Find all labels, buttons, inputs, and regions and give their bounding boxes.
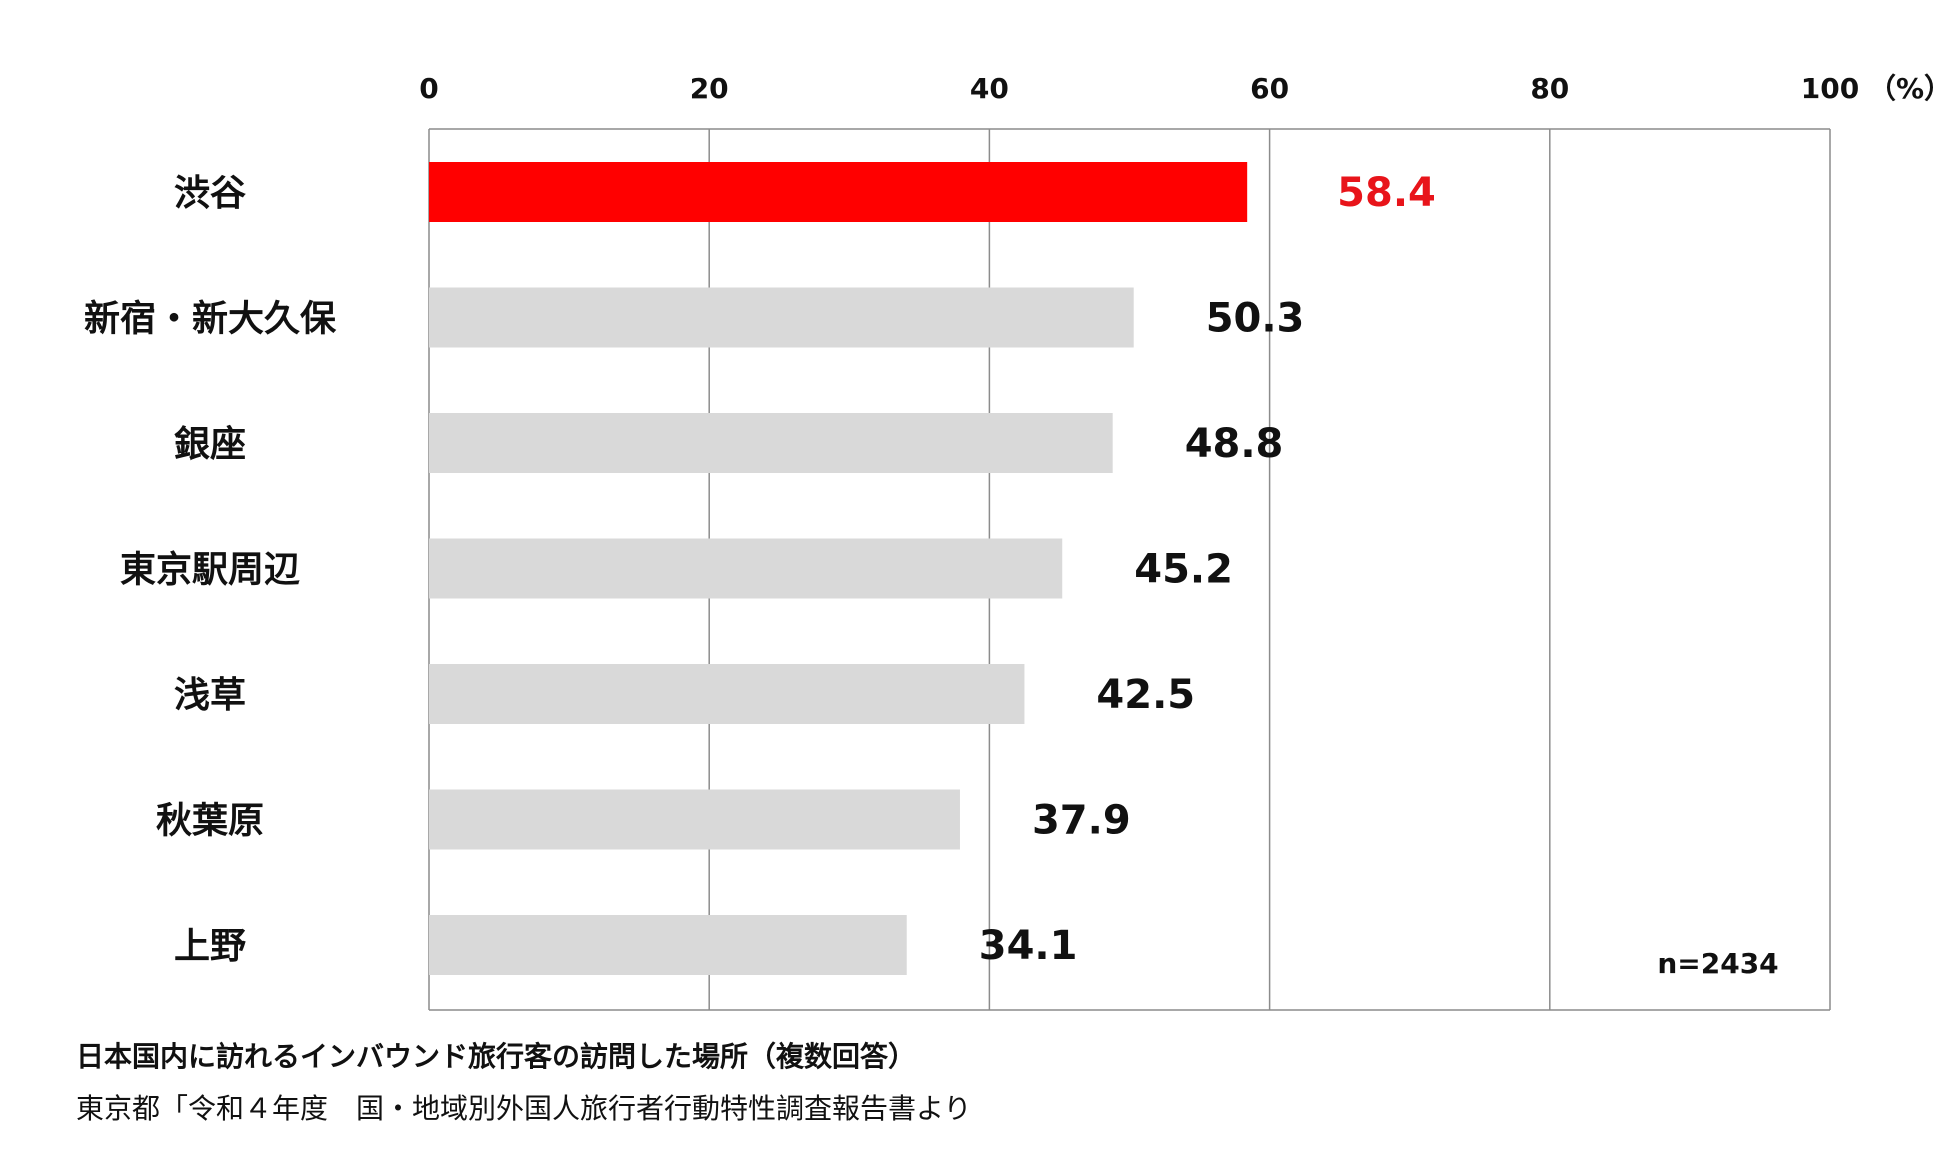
value-label-5: 37.9 <box>1032 798 1131 844</box>
bars <box>429 162 1248 975</box>
bar-4 <box>429 664 1025 724</box>
x-tick-label-80: 80 <box>1530 72 1569 105</box>
bar-2 <box>429 413 1113 473</box>
sample-size-label: n=2434 <box>1657 947 1778 980</box>
x-tick-label-40: 40 <box>970 72 1009 105</box>
value-label-1: 50.3 <box>1206 296 1305 342</box>
category-label-6: 上野 <box>174 926 246 967</box>
value-label-0: 58.4 <box>1337 170 1436 216</box>
bar-6 <box>429 915 907 975</box>
value-label-4: 42.5 <box>1096 672 1195 718</box>
category-label-2: 銀座 <box>174 424 246 465</box>
x-tick-label-20: 20 <box>690 72 729 105</box>
value-labels: 58.4 50.3 48.8 45.2 42.5 37.9 34.1 <box>979 170 1436 969</box>
value-label-3: 45.2 <box>1134 547 1233 593</box>
chart-caption-title: 日本国内に訪れるインバウンド旅行客の訪問した場所（複数回答） <box>76 1040 917 1073</box>
category-label-5: 秋葉原 <box>156 801 264 842</box>
value-label-2: 48.8 <box>1185 421 1284 467</box>
x-axis-unit: （%） <box>1868 72 1950 105</box>
bar-5 <box>429 789 960 850</box>
category-label-4: 浅草 <box>174 675 246 716</box>
x-axis-ticks: 0 20 40 60 80 100 <box>419 72 1859 105</box>
value-label-6: 34.1 <box>979 923 1078 969</box>
bar-3 <box>429 538 1063 599</box>
category-label-0: 渋谷 <box>174 173 246 214</box>
chart-caption-source: 東京都「令和４年度 国・地域別外国人旅行者行動特性調査報告書より <box>76 1092 972 1125</box>
category-label-3: 東京駅周辺 <box>120 549 300 591</box>
x-tick-label-0: 0 <box>419 72 438 105</box>
gridlines <box>428 128 1831 1011</box>
x-tick-label-100: 100 <box>1801 72 1859 105</box>
x-tick-label-60: 60 <box>1250 72 1289 105</box>
category-label-1: 新宿・新大久保 <box>84 299 337 340</box>
bar-1 <box>429 287 1134 348</box>
bar-0 <box>429 162 1248 222</box>
